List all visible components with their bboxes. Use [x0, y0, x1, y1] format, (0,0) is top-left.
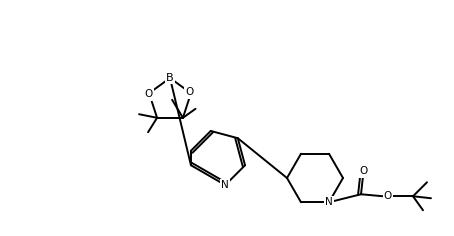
Text: B: B [166, 73, 174, 83]
Text: N: N [222, 180, 229, 190]
Text: N: N [325, 197, 333, 207]
Text: O: O [384, 191, 392, 201]
Text: O: O [359, 166, 367, 176]
Text: O: O [144, 89, 152, 99]
Text: O: O [186, 87, 194, 97]
